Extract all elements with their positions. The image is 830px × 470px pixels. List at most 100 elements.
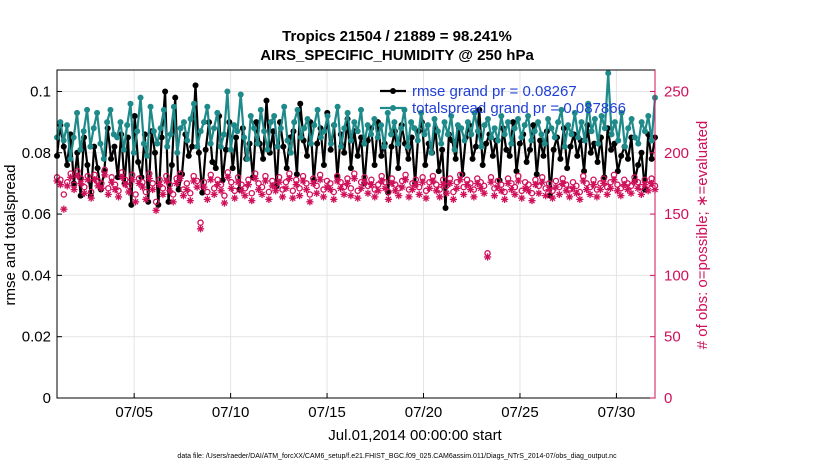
point-totalspread bbox=[180, 119, 187, 126]
point-possible bbox=[197, 219, 204, 226]
y-right-tick-label: 250 bbox=[664, 83, 689, 100]
x-axis-label: Jul.01,2014 00:00:00 start bbox=[328, 427, 502, 444]
point-evaluated bbox=[183, 185, 191, 194]
point-totalspread bbox=[648, 137, 655, 144]
point-evaluated bbox=[388, 179, 396, 188]
point-totalspread bbox=[631, 134, 638, 141]
point-rmse bbox=[472, 143, 479, 150]
point-rmse bbox=[162, 88, 169, 95]
point-totalspread bbox=[511, 125, 518, 132]
point-rmse bbox=[94, 165, 101, 172]
point-evaluated bbox=[432, 187, 440, 195]
point-evaluated bbox=[449, 195, 457, 203]
y-tick-label: 0.04 bbox=[22, 267, 51, 284]
point-evaluated bbox=[617, 192, 625, 200]
point-rmse bbox=[192, 82, 199, 89]
point-totalspread bbox=[177, 125, 184, 132]
point-totalspread bbox=[120, 146, 127, 153]
point-evaluated bbox=[412, 181, 420, 189]
point-rmse bbox=[84, 162, 91, 169]
point-evaluated bbox=[565, 193, 574, 201]
point-totalspread bbox=[137, 94, 144, 101]
point-totalspread bbox=[267, 119, 274, 126]
x-tick-label: 07/30 bbox=[598, 404, 636, 421]
point-evaluated bbox=[343, 179, 352, 188]
point-totalspread bbox=[591, 116, 598, 123]
point-evaluated bbox=[265, 195, 273, 203]
chart-subtitle: AIRS_SPECIFIC_HUMIDITY @ 250 hPa bbox=[260, 47, 534, 64]
point-totalspread bbox=[488, 134, 495, 141]
point-rmse bbox=[635, 162, 642, 169]
y-tick-label: 0.08 bbox=[22, 145, 51, 162]
point-evaluated bbox=[248, 196, 256, 205]
point-totalspread bbox=[611, 119, 618, 126]
point-totalspread bbox=[60, 137, 67, 144]
point-totalspread bbox=[371, 116, 378, 123]
point-totalspread bbox=[140, 140, 147, 147]
point-evaluated bbox=[576, 195, 584, 203]
point-evaluated bbox=[299, 177, 307, 185]
point-totalspread bbox=[107, 106, 114, 113]
point-evaluated bbox=[425, 184, 434, 192]
point-rmse bbox=[280, 143, 287, 150]
point-evaluated bbox=[118, 173, 126, 181]
point-rmse bbox=[108, 155, 115, 162]
point-totalspread bbox=[378, 122, 385, 129]
point-possible bbox=[450, 188, 457, 196]
point-totalspread bbox=[344, 109, 351, 116]
point-possible bbox=[289, 187, 297, 195]
point-totalspread bbox=[257, 106, 264, 113]
point-totalspread bbox=[381, 143, 388, 150]
point-totalspread bbox=[100, 155, 107, 162]
point-evaluated bbox=[296, 192, 304, 200]
point-evaluated bbox=[292, 181, 300, 189]
point-evaluated bbox=[220, 199, 229, 207]
point-evaluated bbox=[398, 183, 406, 191]
point-totalspread bbox=[227, 146, 234, 153]
point-evaluated bbox=[60, 205, 68, 213]
point-rmse bbox=[523, 158, 530, 165]
point-evaluated bbox=[504, 179, 512, 188]
point-totalspread bbox=[87, 143, 94, 150]
point-evaluated bbox=[634, 184, 642, 192]
point-totalspread bbox=[478, 143, 485, 150]
point-rmse bbox=[60, 143, 67, 150]
series-evaluated bbox=[53, 171, 659, 261]
point-evaluated bbox=[378, 177, 386, 185]
point-evaluated bbox=[460, 190, 468, 199]
point-totalspread bbox=[351, 119, 358, 126]
point-totalspread bbox=[70, 134, 77, 141]
y-tick-label: 0.1 bbox=[30, 83, 51, 100]
y-right-tick-label: 150 bbox=[664, 206, 689, 223]
point-evaluated bbox=[572, 189, 581, 197]
point-totalspread bbox=[234, 128, 241, 135]
point-totalspread bbox=[194, 143, 201, 150]
point-totalspread bbox=[77, 146, 84, 153]
point-totalspread bbox=[448, 112, 455, 119]
point-totalspread bbox=[491, 125, 498, 132]
point-totalspread bbox=[548, 125, 555, 132]
point-evaluated bbox=[637, 190, 645, 199]
point-totalspread bbox=[337, 143, 344, 150]
point-rmse bbox=[327, 146, 334, 153]
point-totalspread bbox=[84, 106, 91, 113]
chart-title: Tropics 21504 / 21889 = 98.241% bbox=[282, 28, 512, 45]
point-totalspread bbox=[414, 137, 421, 144]
y-right-tick-label: 200 bbox=[664, 145, 689, 162]
point-evaluated bbox=[268, 182, 276, 190]
point-evaluated bbox=[470, 193, 478, 201]
point-possible bbox=[306, 191, 314, 198]
point-totalspread bbox=[398, 125, 405, 132]
point-possible bbox=[627, 182, 635, 190]
point-rmse bbox=[452, 155, 459, 162]
point-evaluated bbox=[596, 185, 604, 194]
point-totalspread bbox=[468, 131, 475, 138]
point-totalspread bbox=[571, 109, 578, 116]
point-rmse bbox=[314, 140, 321, 147]
point-totalspread bbox=[241, 134, 248, 141]
point-rmse bbox=[354, 152, 361, 159]
point-evaluated bbox=[67, 173, 75, 181]
point-totalspread bbox=[197, 128, 204, 135]
point-evaluated bbox=[87, 194, 95, 202]
y-tick-label: 0.02 bbox=[22, 329, 51, 346]
